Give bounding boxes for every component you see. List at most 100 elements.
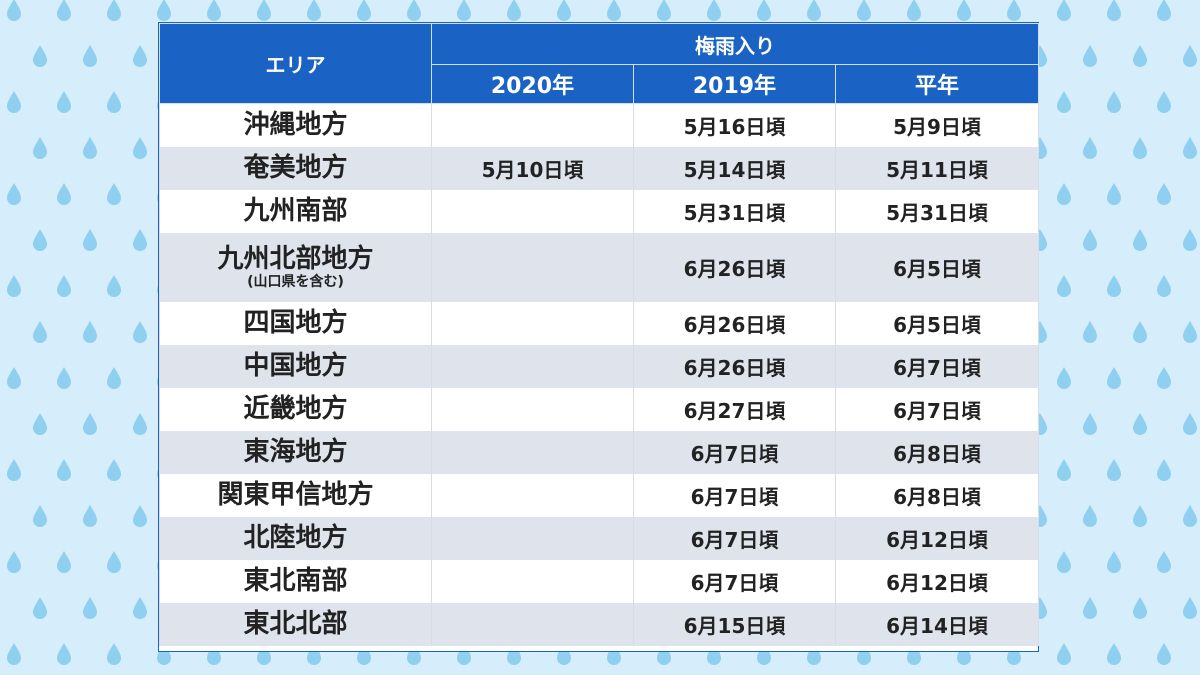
raindrop-icon bbox=[33, 321, 47, 343]
raindrop-icon bbox=[1107, 643, 1121, 665]
raindrop-icon bbox=[1183, 45, 1197, 67]
raindrop-icon bbox=[1057, 551, 1071, 573]
raindrop-icon bbox=[257, 643, 271, 665]
raindrop-icon bbox=[657, 643, 671, 665]
raindrop-icon bbox=[907, 0, 921, 21]
raindrop-icon bbox=[357, 0, 371, 21]
raindrop-icon bbox=[133, 229, 147, 251]
raindrop-icon bbox=[1083, 321, 1097, 343]
area-cell: 東海地方 bbox=[159, 431, 432, 474]
date-2020-cell bbox=[431, 388, 634, 431]
raindrop-icon bbox=[707, 643, 721, 665]
raindrop-icon bbox=[1057, 367, 1071, 389]
table-row: 北陸地方 6月7日頃 6月12日頃 bbox=[159, 517, 1039, 560]
raindrop-icon bbox=[607, 643, 621, 665]
raindrop-icon bbox=[1057, 0, 1071, 21]
raindrop-icon bbox=[107, 551, 121, 573]
raindrop-icon bbox=[1083, 505, 1097, 527]
raindrop-icon bbox=[1007, 0, 1021, 21]
raindrop-icon bbox=[1157, 91, 1171, 113]
area-name: 奄美地方 bbox=[243, 153, 348, 184]
raindrop-icon bbox=[1057, 91, 1071, 113]
raindrop-icon bbox=[407, 643, 421, 665]
table-row: 関東甲信地方 6月7日頃 6月8日頃 bbox=[159, 474, 1039, 517]
table-row: 東北南部 6月7日頃 6月12日頃 bbox=[159, 560, 1039, 603]
raindrop-icon bbox=[1107, 551, 1121, 573]
area-cell: 関東甲信地方 bbox=[159, 474, 432, 517]
raindrop-icon bbox=[1083, 45, 1097, 67]
raindrop-icon bbox=[807, 0, 821, 21]
raindrop-icon bbox=[1107, 183, 1121, 205]
date-normal-cell: 6月8日頃 bbox=[835, 474, 1039, 517]
date-normal-cell: 5月11日頃 bbox=[835, 147, 1039, 190]
raindrop-icon bbox=[1057, 275, 1071, 297]
raindrop-icon bbox=[107, 0, 121, 21]
area-name: 近畿地方 bbox=[243, 394, 348, 425]
raindrop-icon bbox=[1133, 321, 1147, 343]
raindrop-icon bbox=[1183, 597, 1197, 619]
header-2019: 2019年 bbox=[633, 64, 836, 104]
raindrop-icon bbox=[83, 45, 97, 67]
raindrop-icon bbox=[757, 0, 771, 21]
area-name: 九州北部地方 bbox=[217, 243, 374, 274]
raindrop-icon bbox=[83, 137, 97, 159]
date-2019-cell: 6月26日頃 bbox=[633, 233, 836, 302]
raindrop-icon bbox=[83, 229, 97, 251]
raindrop-icon bbox=[1007, 643, 1021, 665]
area-cell: 東北南部 bbox=[159, 560, 432, 603]
table-row: 奄美地方 5月10日頃 5月14日頃 5月11日頃 bbox=[159, 147, 1039, 190]
area-name: 四国地方 bbox=[243, 308, 348, 339]
raindrop-icon bbox=[83, 505, 97, 527]
area-name: 沖縄地方 bbox=[243, 110, 348, 141]
raindrop-icon bbox=[1107, 91, 1121, 113]
raindrop-icon bbox=[7, 183, 21, 205]
raindrop-icon bbox=[1107, 0, 1121, 21]
raindrop-icon bbox=[7, 0, 21, 21]
date-normal-cell: 5月31日頃 bbox=[835, 190, 1039, 233]
raindrop-icon bbox=[457, 0, 471, 21]
raindrop-icon bbox=[7, 367, 21, 389]
raindrop-icon bbox=[1157, 0, 1171, 21]
raindrop-icon bbox=[7, 459, 21, 481]
area-name: 北陸地方 bbox=[243, 523, 348, 554]
rainy-season-table-card: エリア 梅雨入り 2020年 2019年 平年 沖縄地方 5月16日頃 5月9日頃奄… bbox=[158, 22, 1039, 652]
raindrop-icon bbox=[1133, 505, 1147, 527]
raindrop-icon bbox=[457, 643, 471, 665]
raindrop-icon bbox=[133, 321, 147, 343]
raindrop-icon bbox=[857, 643, 871, 665]
raindrop-icon bbox=[507, 0, 521, 21]
raindrop-icon bbox=[33, 45, 47, 67]
raindrop-icon bbox=[557, 0, 571, 21]
date-normal-cell: 6月5日頃 bbox=[835, 302, 1039, 345]
area-cell: 北陸地方 bbox=[159, 517, 432, 560]
area-cell: 九州北部地方 (山口県を含む) bbox=[159, 233, 432, 302]
raindrop-icon bbox=[507, 643, 521, 665]
raindrop-icon bbox=[57, 551, 71, 573]
raindrop-icon bbox=[907, 643, 921, 665]
raindrop-icon bbox=[1183, 137, 1197, 159]
date-2019-cell: 5月16日頃 bbox=[633, 103, 836, 147]
raindrop-icon bbox=[757, 643, 771, 665]
area-note: (山口県を含む) bbox=[247, 274, 344, 291]
raindrop-icon bbox=[157, 0, 171, 21]
date-normal-cell: 6月5日頃 bbox=[835, 233, 1039, 302]
raindrop-icon bbox=[557, 643, 571, 665]
area-name: 東北北部 bbox=[243, 609, 348, 640]
date-normal-cell: 6月12日頃 bbox=[835, 517, 1039, 560]
raindrop-icon bbox=[133, 505, 147, 527]
raindrop-icon bbox=[7, 551, 21, 573]
raindrop-icon bbox=[307, 643, 321, 665]
raindrop-icon bbox=[1183, 413, 1197, 435]
raindrop-icon bbox=[357, 643, 371, 665]
date-normal-cell: 6月7日頃 bbox=[835, 345, 1039, 388]
raindrop-icon bbox=[33, 597, 47, 619]
raindrop-icon bbox=[807, 643, 821, 665]
raindrop-icon bbox=[407, 0, 421, 21]
date-normal-cell: 6月8日頃 bbox=[835, 431, 1039, 474]
raindrop-icon bbox=[57, 91, 71, 113]
rainy-season-table: エリア 梅雨入り 2020年 2019年 平年 沖縄地方 5月16日頃 5月9日頃奄… bbox=[159, 23, 1039, 646]
raindrop-icon bbox=[957, 0, 971, 21]
raindrop-icon bbox=[83, 321, 97, 343]
raindrop-icon bbox=[107, 183, 121, 205]
area-name: 九州南部 bbox=[243, 196, 348, 227]
